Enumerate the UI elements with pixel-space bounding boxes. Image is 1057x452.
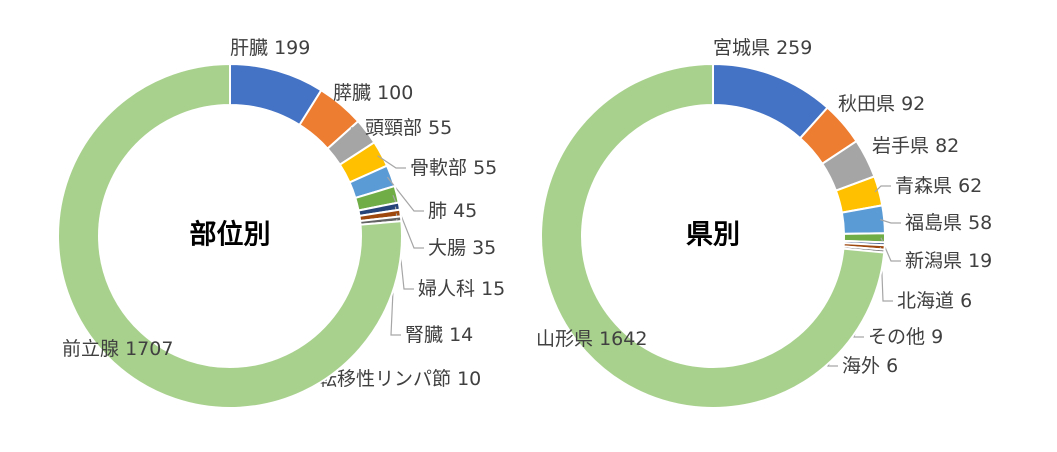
value-label: 14 <box>449 324 473 346</box>
data-label: 福島県 58 <box>905 212 992 234</box>
data-label: 海外 6 <box>842 355 898 377</box>
leader-line <box>350 127 364 135</box>
data-label: 岩手県 82 <box>872 135 959 157</box>
category-label: 転移性リンパ節 <box>318 368 451 390</box>
data-label: 大腸 35 <box>428 237 496 259</box>
value-label: 45 <box>453 200 477 222</box>
value-label: 1707 <box>125 338 173 360</box>
data-label: 秋田県 92 <box>838 93 925 115</box>
donut-slice <box>540 62 886 409</box>
donut-slice <box>57 62 403 409</box>
data-label: 骨軟部 55 <box>410 157 497 179</box>
category-label: 海外 <box>842 355 880 377</box>
category-label: 骨軟部 <box>410 157 467 179</box>
data-label: 肝臓 199 <box>230 37 310 59</box>
data-label: 膵臓 100 <box>333 82 413 104</box>
category-label: 大腸 <box>428 237 466 259</box>
data-label: 転移性リンパ節 10 <box>318 368 481 390</box>
value-label: 9 <box>931 326 943 348</box>
value-label: 1642 <box>599 328 647 350</box>
data-label: 婦人科 15 <box>418 278 505 300</box>
category-label: 青森県 <box>895 175 952 197</box>
value-label: 35 <box>472 237 496 259</box>
category-label: 腎臓 <box>405 324 443 346</box>
data-label: 前立腺 1707 <box>62 338 173 360</box>
value-label: 259 <box>776 37 812 59</box>
value-label: 100 <box>377 82 413 104</box>
category-label: 秋田県 <box>838 93 895 115</box>
data-label: 山形県 1642 <box>536 328 647 350</box>
value-label: 62 <box>958 175 982 197</box>
category-label: その他 <box>868 326 925 348</box>
data-label: 腎臓 14 <box>405 324 473 346</box>
category-label: 岩手県 <box>872 135 929 157</box>
category-label: 宮城県 <box>713 37 770 59</box>
value-label: 58 <box>968 212 992 234</box>
chart-title: 部位別 <box>190 219 271 251</box>
data-label: 青森県 62 <box>895 175 982 197</box>
value-label: 10 <box>457 368 481 390</box>
value-label: 82 <box>935 135 959 157</box>
data-label: 北海道 6 <box>897 290 972 312</box>
data-label: 頭頸部 55 <box>365 117 452 139</box>
leader-line <box>880 219 901 224</box>
data-label: 新潟県 19 <box>905 250 992 272</box>
data-label: その他 9 <box>868 326 943 348</box>
value-label: 55 <box>473 157 497 179</box>
value-label: 55 <box>428 117 452 139</box>
value-label: 19 <box>968 250 992 272</box>
chart-title: 県別 <box>686 220 740 251</box>
category-label: 頭頸部 <box>365 117 422 139</box>
category-label: 北海道 <box>897 290 954 312</box>
category-label: 前立腺 <box>62 338 119 360</box>
value-label: 6 <box>886 355 898 377</box>
category-label: 膵臓 <box>333 82 371 104</box>
leader-line <box>377 155 406 169</box>
category-label: 肝臓 <box>230 37 268 59</box>
data-label: 肺 45 <box>428 200 477 222</box>
category-label: 山形県 <box>536 328 593 350</box>
category-label: 肺 <box>428 200 447 222</box>
category-label: 福島県 <box>905 212 962 234</box>
value-label: 15 <box>481 278 505 300</box>
category-label: 新潟県 <box>905 250 962 272</box>
leader-line <box>874 185 891 193</box>
value-label: 199 <box>274 37 310 59</box>
data-label: 宮城県 259 <box>713 37 812 59</box>
value-label: 92 <box>901 93 925 115</box>
category-label: 婦人科 <box>418 278 475 300</box>
value-label: 6 <box>960 290 972 312</box>
